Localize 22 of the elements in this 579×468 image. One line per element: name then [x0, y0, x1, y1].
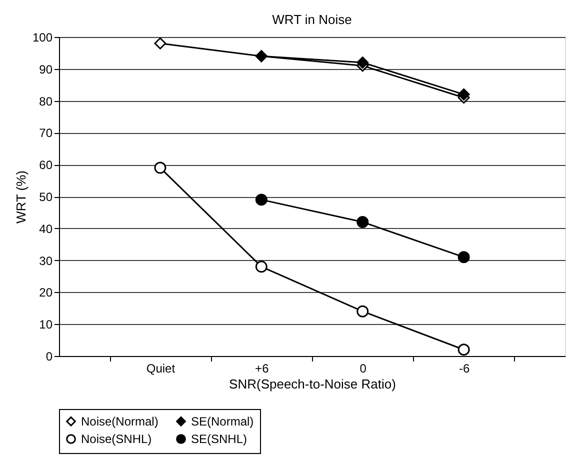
y-tick-label: 10	[39, 318, 53, 332]
x-axis-title: SNR(Speech-to-Noise Ratio)	[229, 376, 396, 392]
legend-label: Noise(SNHL)	[81, 432, 152, 446]
y-tick-label: 20	[39, 286, 53, 300]
legend-label: Noise(Normal)	[81, 414, 158, 428]
x-tick-label: Quiet	[146, 362, 176, 376]
legend-label: SE(SNHL)	[191, 432, 248, 446]
y-tick-label: 0	[46, 350, 53, 364]
chart-title: WRT in Noise	[272, 12, 352, 27]
legend-label: SE(Normal)	[191, 414, 254, 428]
y-tick-label: 90	[39, 62, 53, 76]
y-tick-label: 50	[39, 190, 53, 204]
x-tick-label: 0	[360, 362, 367, 376]
y-tick-label: 60	[39, 158, 53, 172]
y-tick-label: 80	[39, 94, 53, 108]
x-tick-label: +6	[255, 362, 270, 376]
y-tick-label: 70	[39, 126, 53, 140]
y-tick-label: 100	[32, 30, 53, 44]
y-tick-label: 30	[39, 254, 53, 268]
y-tick-label: 40	[39, 222, 53, 236]
y-axis-title: WRT (%)	[13, 170, 28, 224]
x-tick-label: -6	[458, 362, 470, 376]
